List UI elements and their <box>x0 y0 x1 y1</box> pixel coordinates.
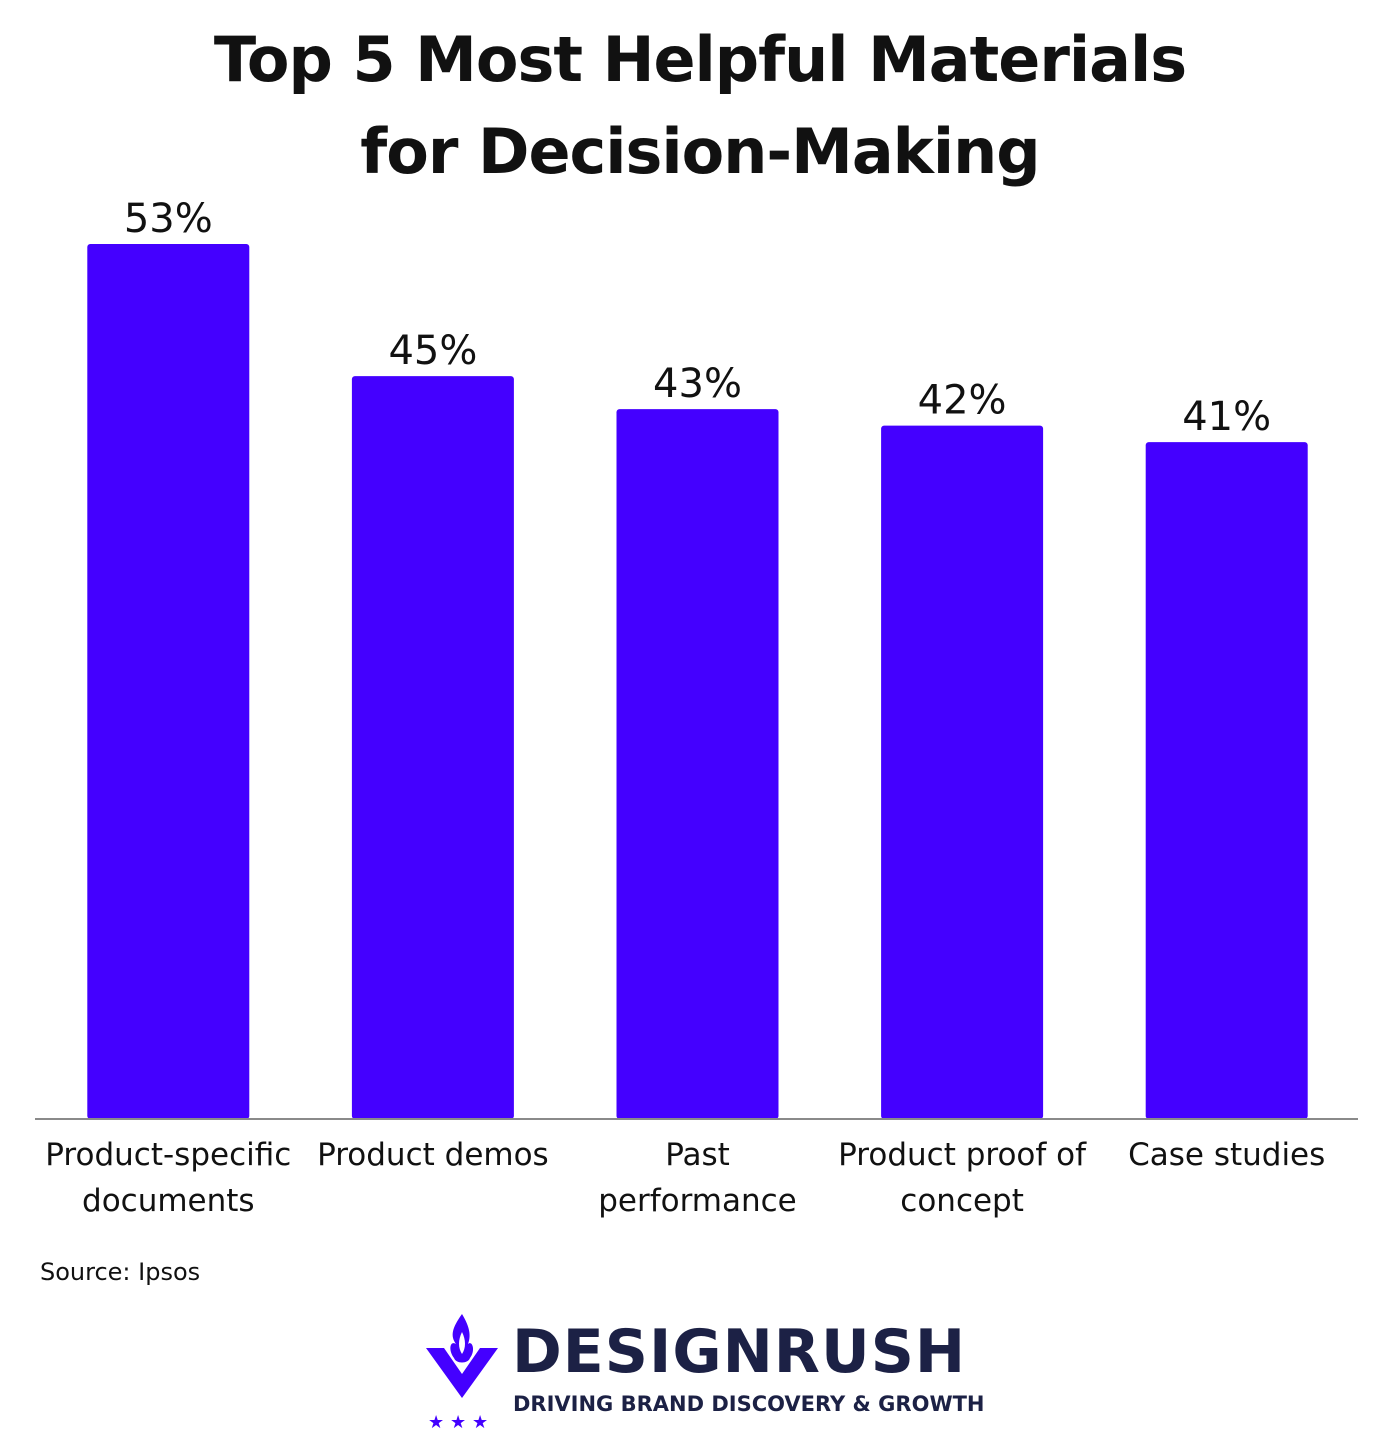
category-label-5-line-1: Case studies <box>1128 1137 1325 1173</box>
svg-text:★: ★ <box>428 1412 444 1433</box>
value-label-3: 43% <box>653 361 742 407</box>
category-label-2-line-1: Product demos <box>317 1137 549 1173</box>
category-label-5: Case studies <box>1128 1137 1325 1173</box>
category-label-1: Product-specific documents <box>45 1137 291 1219</box>
value-label-2: 45% <box>388 328 477 374</box>
bar-1 <box>87 244 250 1119</box>
chart-title: Top 5 Most Helpful Materials for Decisio… <box>0 14 1400 198</box>
bar-3 <box>616 409 779 1119</box>
bar-5 <box>1145 442 1308 1119</box>
brand-tagline: DRIVING BRAND DISCOVERY & GROWTH <box>513 1392 985 1416</box>
category-label-4-line-2: concept <box>900 1183 1024 1219</box>
value-label-4: 42% <box>918 378 1007 424</box>
category-label-3-line-2: performance <box>598 1183 797 1219</box>
svg-text:★: ★ <box>472 1412 488 1433</box>
chart-title-line-2: for Decision-Making <box>360 115 1040 188</box>
torch-shield-icon: ★ ★ ★ <box>426 1314 498 1433</box>
bar-chart: 53% 45% 43% 42% 41% Product-specific document… <box>35 196 1358 1219</box>
category-label-3-line-1: Past <box>665 1137 730 1173</box>
category-label-4: Product proof of concept <box>838 1137 1087 1219</box>
bar-2 <box>351 376 514 1120</box>
category-label-3: Past performance <box>598 1137 797 1219</box>
value-label-5: 41% <box>1182 394 1271 440</box>
chart-title-line-1: Top 5 Most Helpful Materials <box>213 23 1187 96</box>
category-label-1-line-1: Product-specific <box>45 1137 291 1173</box>
svg-text:★: ★ <box>450 1412 466 1433</box>
bar-4 <box>881 425 1044 1119</box>
bar-group: 53% 45% 43% 42% 41% <box>87 196 1308 1120</box>
category-label-2: Product demos <box>317 1137 549 1173</box>
designrush-logo: ★ ★ ★ DESIGNRUSH DRIVING BRAND DISCOVERY… <box>422 1310 992 1435</box>
category-labels: Product-specific documents Product demos Pa… <box>45 1137 1325 1219</box>
brand-name: DESIGNRUSH <box>512 1317 967 1387</box>
category-label-1-line-2: documents <box>82 1183 255 1219</box>
category-label-4-line-1: Product proof of <box>838 1137 1087 1173</box>
value-label-1: 53% <box>124 196 213 242</box>
source-note: Source: Ipsos <box>40 1258 201 1286</box>
